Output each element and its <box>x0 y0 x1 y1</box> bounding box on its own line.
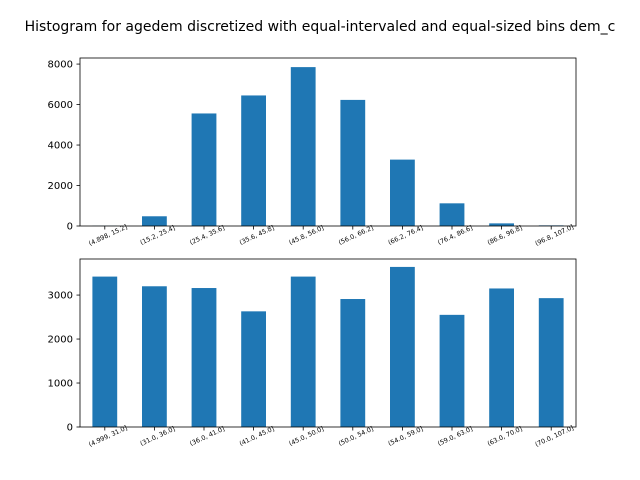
bar-1-0 <box>92 276 118 427</box>
x-tick-label: (66.2, 76.4] <box>387 224 424 247</box>
x-tick-label: (4.898, 15.2] <box>87 223 128 248</box>
bar-1-4 <box>290 276 316 427</box>
x-tick-label: (54.0, 59.0] <box>387 425 424 448</box>
top-histogram-panel: 0 2000 4000 6000 8000 (4.898, 15.2] (15.2, 25.… <box>48 57 577 248</box>
y-tick-label: 8000 <box>48 60 73 71</box>
bar-0-7 <box>439 203 465 226</box>
x-tick-label: (36.0, 41.0] <box>188 425 225 448</box>
x-tick-label: (41.0, 45.0] <box>238 425 275 448</box>
bar-1-2 <box>191 288 217 427</box>
x-tick-label: (31.0, 36.0] <box>139 425 176 448</box>
y-tick-label: 2000 <box>48 181 73 192</box>
y-tick-label: 6000 <box>48 100 73 111</box>
y-tick-label: 2000 <box>48 335 73 346</box>
bar-0-1 <box>142 216 167 226</box>
bar-0-2 <box>191 113 217 226</box>
x-tick-label: (35.6, 45.8] <box>238 224 275 247</box>
y-tick-label: 3000 <box>48 291 73 302</box>
bar-0-5 <box>340 99 366 226</box>
bar-1-6 <box>390 266 415 427</box>
x-tick-label: (86.6, 96.8] <box>486 224 523 247</box>
x-tick-label: (45.0, 50.0] <box>288 425 325 448</box>
y-tick-label: 1000 <box>48 379 73 390</box>
bar-1-1 <box>142 286 167 427</box>
bar-0-8 <box>489 223 514 226</box>
x-tick-label: (50.0, 54.0] <box>337 425 374 448</box>
x-tick-label: (59.0, 63.0] <box>436 425 473 448</box>
x-tick-label: (4.999, 31.0] <box>87 424 128 449</box>
x-tick-label: (56.0, 66.2] <box>337 224 374 247</box>
x-tick-label: (45.8, 56.0] <box>288 224 325 247</box>
bar-0-6 <box>390 159 415 226</box>
bar-1-8 <box>489 288 514 427</box>
y-tick-label: 0 <box>67 423 73 434</box>
bar-1-9 <box>538 298 564 427</box>
axes-frame <box>79 57 577 227</box>
bar-1-7 <box>439 314 465 427</box>
x-tick-label: (96.8, 107.0] <box>534 223 575 248</box>
bottom-histogram-panel: 0 1000 2000 3000 (4.999, 31.0] (31.0, 36.0] (3… <box>48 258 577 449</box>
x-tick-label: (70.0, 107.0] <box>534 424 575 449</box>
chart-title: Histogram for agedem discretized with eq… <box>25 19 616 35</box>
bar-1-5 <box>340 299 366 427</box>
y-tick-label: 0 <box>67 222 73 233</box>
bar-0-3 <box>241 95 266 226</box>
x-tick-label: (25.4, 35.6] <box>188 224 225 247</box>
x-tick-label: (15.2, 25.4] <box>139 224 176 247</box>
bar-0-4 <box>290 67 316 226</box>
x-tick-label: (76.4, 86.6] <box>436 224 473 247</box>
bar-1-3 <box>241 311 266 427</box>
x-tick-label: (63.0, 70.0] <box>486 425 523 448</box>
axes-frame <box>79 258 577 428</box>
y-tick-label: 4000 <box>48 141 73 152</box>
